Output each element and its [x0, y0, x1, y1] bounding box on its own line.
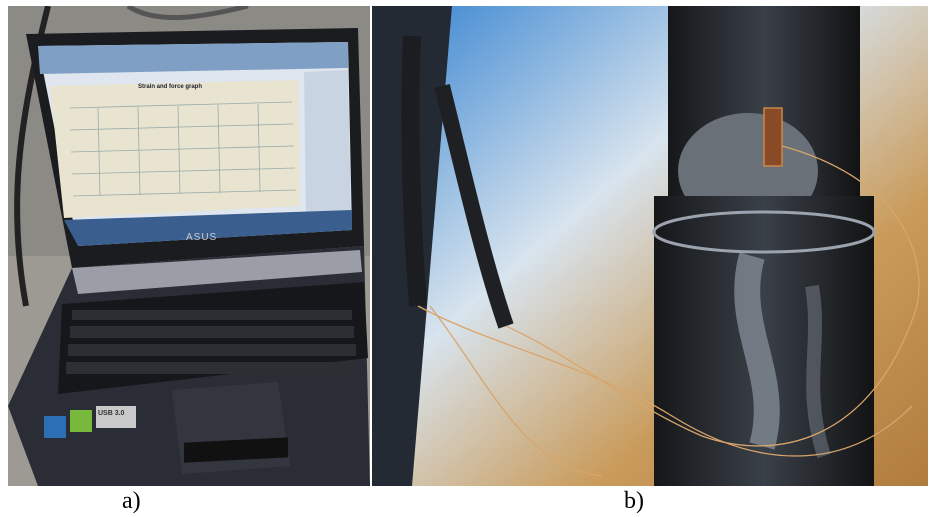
- screen-chart-title: Strain and force graph: [138, 84, 203, 90]
- photo-strain-gauge-pipe: [372, 6, 928, 486]
- usb-sticker: USB 3.0: [98, 410, 125, 417]
- caption-a: a): [122, 488, 141, 514]
- pipe-illustration: [372, 6, 928, 486]
- photo-laptop: ASUS Strain and force graph USB 3.0: [8, 6, 370, 486]
- caption-b: b): [624, 488, 644, 514]
- gauge-wires: [417, 145, 920, 477]
- strain-gauge: [763, 107, 783, 167]
- cable-right: [434, 84, 514, 329]
- laptop-brand: ASUS: [186, 232, 218, 243]
- laptop-illustration: [8, 6, 370, 486]
- cable-left: [401, 35, 427, 307]
